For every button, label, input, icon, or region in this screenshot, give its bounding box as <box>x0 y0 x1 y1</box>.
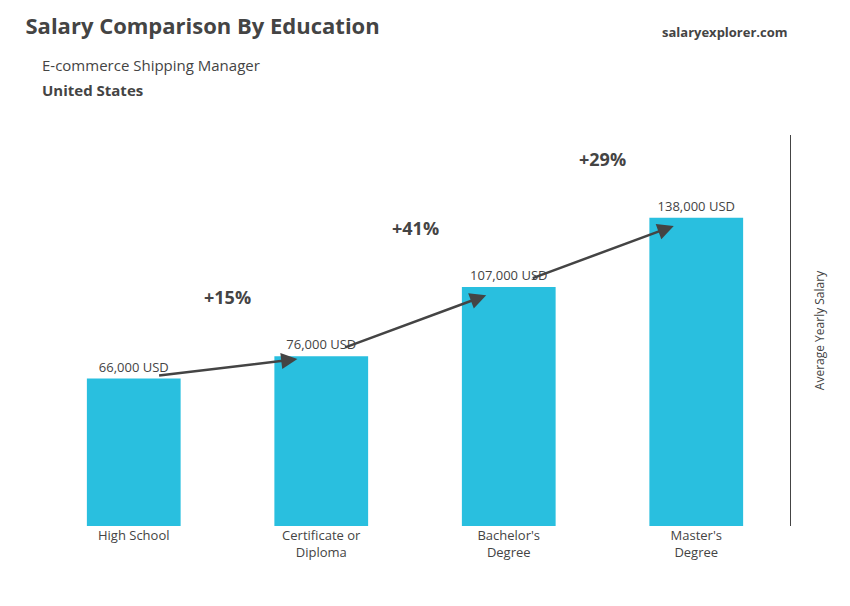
svg-text:United States: United States <box>42 80 143 100</box>
svg-text:Bachelor'sDegree: Bachelor'sDegree <box>477 526 540 561</box>
svg-text:High School: High School <box>98 526 170 544</box>
svg-text:Average Yearly Salary: Average Yearly Salary <box>811 270 828 390</box>
svg-text:+29%: +29% <box>579 147 626 171</box>
svg-text:+15%: +15% <box>204 285 251 309</box>
svg-text:Master'sDegree: Master'sDegree <box>671 526 722 561</box>
svg-text:138,000 USD: 138,000 USD <box>658 197 735 215</box>
svg-text:Certificate orDiploma: Certificate orDiploma <box>282 526 361 561</box>
svg-text:Salary Comparison By Education: Salary Comparison By Education <box>26 10 380 40</box>
svg-text:salaryexplorer.com: salaryexplorer.com <box>662 23 788 41</box>
svg-text:107,000 USD: 107,000 USD <box>470 266 547 284</box>
svg-text:76,000 USD: 76,000 USD <box>286 335 356 353</box>
svg-text:E-commerce Shipping Manager: E-commerce Shipping Manager <box>42 55 260 75</box>
svg-text:66,000 USD: 66,000 USD <box>99 358 169 376</box>
svg-text:+41%: +41% <box>392 216 439 240</box>
